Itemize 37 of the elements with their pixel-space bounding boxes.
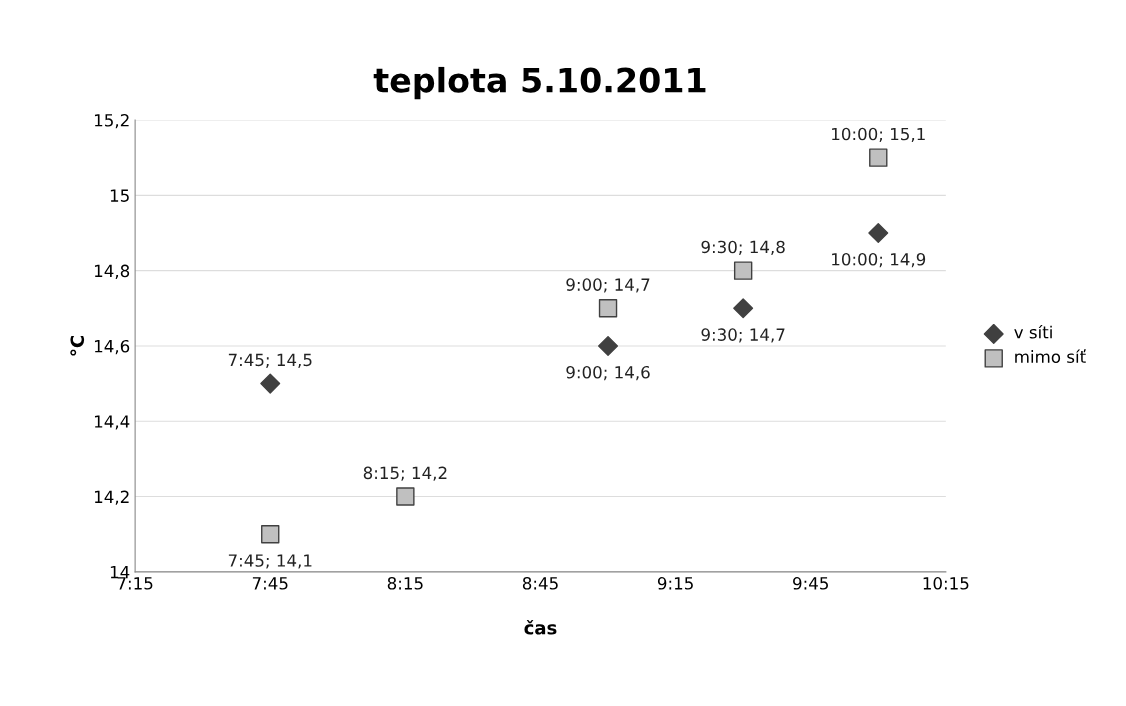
y-tick-label: 14,8 bbox=[94, 264, 130, 279]
data-label: 7:45; 14,5 bbox=[228, 353, 312, 368]
point bbox=[868, 222, 889, 243]
data-label: 10:00; 15,1 bbox=[832, 127, 925, 142]
x-tick-label: 10:15 bbox=[923, 577, 969, 590]
legend-label: mimo síť bbox=[1015, 349, 1086, 364]
y-tick-label: 14 bbox=[110, 566, 130, 579]
data-label: 10:00; 14,9 bbox=[832, 252, 926, 268]
data-label: 7:45; 14,1 bbox=[228, 554, 312, 569]
y-axis-title: °C bbox=[70, 335, 85, 356]
data-label: 8:15; 14,2 bbox=[363, 466, 447, 481]
x-tick-label: 9:15 bbox=[657, 577, 693, 590]
x-tick-label: 7:45 bbox=[252, 577, 288, 590]
data-label: 9:00; 14,6 bbox=[566, 365, 650, 381]
y-tick-label: 14,4 bbox=[94, 415, 130, 430]
point bbox=[598, 335, 619, 356]
data-label: 9:00; 14,7 bbox=[566, 278, 650, 293]
x-tick-label: 8:15 bbox=[387, 577, 423, 590]
point bbox=[260, 373, 281, 394]
x-tick-label: 7:15 bbox=[117, 577, 153, 590]
chart-title: teplota 5.10.2011 bbox=[373, 66, 706, 100]
point bbox=[733, 298, 754, 319]
y-tick-label: 14,6 bbox=[94, 339, 130, 355]
legend-label: v síti bbox=[1014, 324, 1052, 339]
point bbox=[869, 148, 888, 167]
x-tick-label: 9:45 bbox=[793, 577, 828, 590]
point bbox=[396, 487, 415, 506]
y-tick-label: 15 bbox=[110, 189, 129, 202]
point bbox=[733, 261, 753, 280]
point bbox=[598, 299, 618, 318]
x-tick-label: 8:45 bbox=[522, 577, 558, 590]
y-tick-label: 14,2 bbox=[94, 490, 129, 505]
x-axis-title: čas bbox=[524, 619, 557, 635]
y-tick-label: 15,2 bbox=[94, 113, 129, 129]
point bbox=[261, 525, 280, 544]
data-label: 9:30; 14,7 bbox=[701, 328, 785, 343]
data-label: 9:30; 14,8 bbox=[701, 240, 785, 255]
